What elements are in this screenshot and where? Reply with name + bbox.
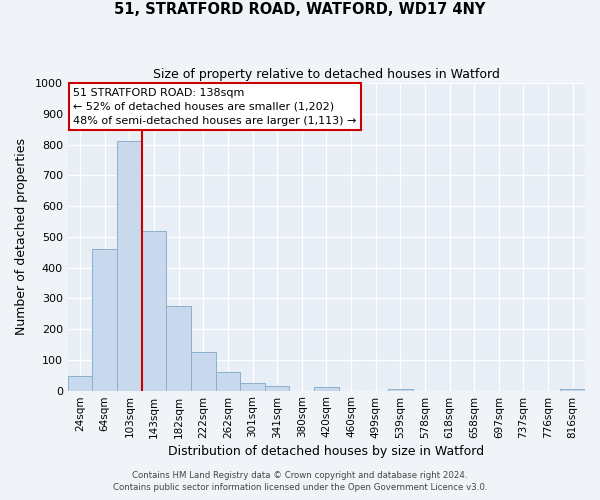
Bar bbox=[560, 389, 585, 390]
Title: Size of property relative to detached houses in Watford: Size of property relative to detached ho… bbox=[153, 68, 500, 80]
X-axis label: Distribution of detached houses by size in Watford: Distribution of detached houses by size … bbox=[169, 444, 484, 458]
Bar bbox=[215, 372, 240, 390]
Bar bbox=[265, 386, 289, 390]
Bar bbox=[117, 142, 142, 390]
Bar bbox=[191, 352, 215, 391]
Bar bbox=[92, 249, 117, 390]
Text: 51, STRATFORD ROAD, WATFORD, WD17 4NY: 51, STRATFORD ROAD, WATFORD, WD17 4NY bbox=[115, 2, 485, 18]
Bar bbox=[142, 230, 166, 390]
Text: Contains HM Land Registry data © Crown copyright and database right 2024.
Contai: Contains HM Land Registry data © Crown c… bbox=[113, 471, 487, 492]
Y-axis label: Number of detached properties: Number of detached properties bbox=[15, 138, 28, 336]
Bar bbox=[388, 389, 413, 390]
Bar bbox=[240, 383, 265, 390]
Bar bbox=[314, 388, 339, 390]
Text: 51 STRATFORD ROAD: 138sqm
← 52% of detached houses are smaller (1,202)
48% of se: 51 STRATFORD ROAD: 138sqm ← 52% of detac… bbox=[73, 88, 356, 126]
Bar bbox=[166, 306, 191, 390]
Bar bbox=[68, 376, 92, 390]
